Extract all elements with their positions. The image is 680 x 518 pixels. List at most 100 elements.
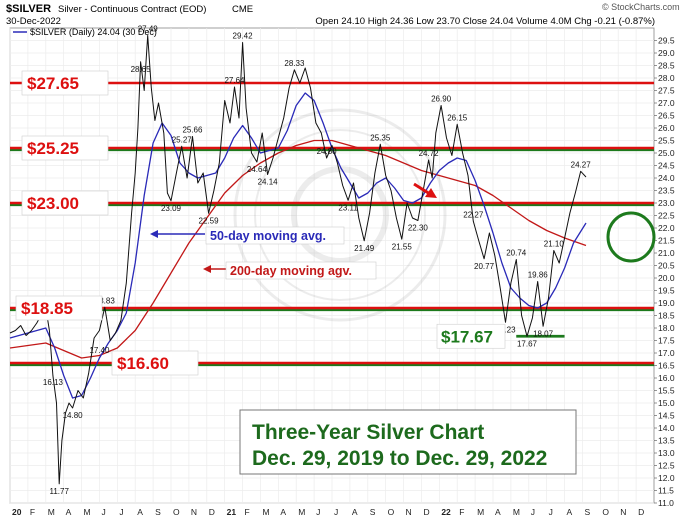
y-tick-label: 16.5 bbox=[658, 361, 675, 371]
y-tick-label: 24.0 bbox=[658, 173, 675, 183]
y-tick-label: 21.5 bbox=[658, 236, 675, 246]
point-label: 18.07 bbox=[533, 329, 554, 338]
series-line bbox=[9, 35, 587, 485]
header-date: 30-Dec-2022 bbox=[6, 16, 61, 27]
point-label: 25.66 bbox=[182, 126, 203, 135]
y-tick-label: 24.5 bbox=[658, 161, 675, 171]
level-label-box bbox=[15, 295, 103, 321]
y-tick-label: 26.5 bbox=[658, 111, 675, 121]
point-label: 28.65 bbox=[131, 65, 152, 74]
x-tick-label: 22 bbox=[441, 507, 451, 517]
x-tick-label: J bbox=[334, 507, 338, 517]
point-label: 18.83 bbox=[95, 296, 116, 305]
series-line bbox=[9, 92, 587, 399]
ma200-label: 200-day moving agv. bbox=[230, 264, 352, 278]
x-tick-label: A bbox=[66, 507, 72, 517]
point-label: 29.42 bbox=[233, 32, 254, 41]
point-label: 27.64 bbox=[224, 76, 245, 85]
ma50-label: 50-day moving avg. bbox=[210, 229, 326, 243]
point-label: 24.80 bbox=[317, 147, 338, 156]
level-label: $16.60 bbox=[117, 354, 169, 373]
point-label: 21.55 bbox=[392, 242, 413, 251]
y-tick-label: 16.0 bbox=[658, 373, 675, 383]
point-label: 16.13 bbox=[43, 378, 64, 387]
y-tick-label: 29.5 bbox=[658, 36, 675, 46]
level-label: $23.00 bbox=[27, 194, 79, 213]
point-label: 24.72 bbox=[419, 149, 440, 158]
series-lines bbox=[9, 35, 587, 485]
y-tick-label: 29.0 bbox=[658, 48, 675, 58]
legend: $SILVER (Daily) 24.04 (30 Dec) bbox=[13, 27, 157, 37]
x-tick-label: M bbox=[84, 507, 91, 517]
point-label: 24.64 bbox=[247, 165, 268, 174]
level-label: $25.25 bbox=[27, 139, 79, 158]
x-tick-label: N bbox=[191, 507, 197, 517]
y-tick-label: 17.5 bbox=[658, 336, 675, 346]
annotations: 50-day moving avg. 200-day moving agv. T… bbox=[15, 70, 656, 475]
x-tick-label: M bbox=[262, 507, 269, 517]
breakout-circle bbox=[606, 211, 656, 263]
x-tick-label: D bbox=[423, 507, 429, 517]
x-tick-label: J bbox=[549, 507, 553, 517]
x-tick-label: A bbox=[495, 507, 501, 517]
point-label: 24.27 bbox=[571, 160, 592, 169]
point-label: 17.40 bbox=[89, 346, 110, 355]
y-tick-label: 18.0 bbox=[658, 323, 675, 333]
level-label-box bbox=[21, 70, 109, 96]
x-tick-label: A bbox=[352, 507, 358, 517]
point-label: 20.74 bbox=[506, 249, 527, 258]
x-tick-label: O bbox=[602, 507, 609, 517]
y-tick-label: 22.0 bbox=[658, 223, 675, 233]
point-label: 21.10 bbox=[544, 240, 565, 249]
header-source: © StockCharts.com bbox=[602, 2, 680, 12]
y-tick-label: 15.0 bbox=[658, 398, 675, 408]
y-tick-label: 11.0 bbox=[658, 498, 674, 508]
header-exchange: CME bbox=[232, 4, 253, 15]
support-label: $17.67 bbox=[441, 327, 493, 346]
support-label-box bbox=[436, 323, 506, 349]
decline-arrowhead bbox=[425, 188, 437, 198]
point-label: 27.49 bbox=[138, 25, 159, 34]
point-label: 26.15 bbox=[447, 113, 468, 122]
y-tick-label: 26.0 bbox=[658, 123, 675, 133]
x-axis: 20 F M A M J J A S O N D 21 F M A M J J A S O N D 22 F M A M J J A S O N D bbox=[12, 507, 644, 517]
chart-subtitle: Dec. 29, 2019 to Dec. 29, 2022 bbox=[252, 447, 547, 470]
y-tick-label: 28.0 bbox=[658, 73, 675, 83]
point-label: 21.49 bbox=[354, 244, 375, 253]
x-tick-label: N bbox=[620, 507, 626, 517]
point-label: 19.86 bbox=[528, 271, 549, 280]
chart-title: Three-Year Silver Chart bbox=[252, 421, 484, 444]
x-tick-label: O bbox=[173, 507, 180, 517]
y-tick-label: 20.0 bbox=[658, 273, 675, 283]
point-label: 25.35 bbox=[370, 133, 391, 142]
point-label: 22.59 bbox=[199, 216, 220, 225]
point-label: 18.23 bbox=[496, 325, 517, 334]
y-tick-label: 13.0 bbox=[658, 448, 675, 458]
x-tick-label: S bbox=[584, 507, 590, 517]
x-tick-label: J bbox=[119, 507, 123, 517]
y-tick-label: 28.5 bbox=[658, 61, 675, 71]
x-tick-label: M bbox=[477, 507, 484, 517]
y-tick-label: 22.5 bbox=[658, 211, 675, 221]
point-label: 17.67 bbox=[517, 339, 538, 348]
x-tick-label: J bbox=[531, 507, 535, 517]
ma50-arrowhead bbox=[150, 230, 158, 238]
ma200-arrowhead bbox=[203, 265, 211, 273]
y-tick-label: 25.0 bbox=[658, 148, 675, 158]
x-tick-label: M bbox=[48, 507, 55, 517]
point-label: 26.90 bbox=[431, 95, 452, 104]
y-tick-label: 20.5 bbox=[658, 261, 675, 271]
x-tick-label: N bbox=[406, 507, 412, 517]
header-name: Silver - Continuous Contract (EOD) bbox=[58, 4, 206, 15]
x-tick-label: 20 bbox=[12, 507, 22, 517]
x-tick-label: A bbox=[567, 507, 573, 517]
y-tick-label: 13.5 bbox=[658, 436, 675, 446]
y-tick-label: 18.5 bbox=[658, 311, 675, 321]
x-tick-label: O bbox=[388, 507, 395, 517]
header-quote: Open 24.10 High 24.36 Low 23.70 Close 24… bbox=[315, 16, 655, 27]
x-tick-label: F bbox=[459, 507, 464, 517]
y-tick-label: 14.0 bbox=[658, 423, 675, 433]
y-tick-label: 27.5 bbox=[658, 86, 675, 96]
